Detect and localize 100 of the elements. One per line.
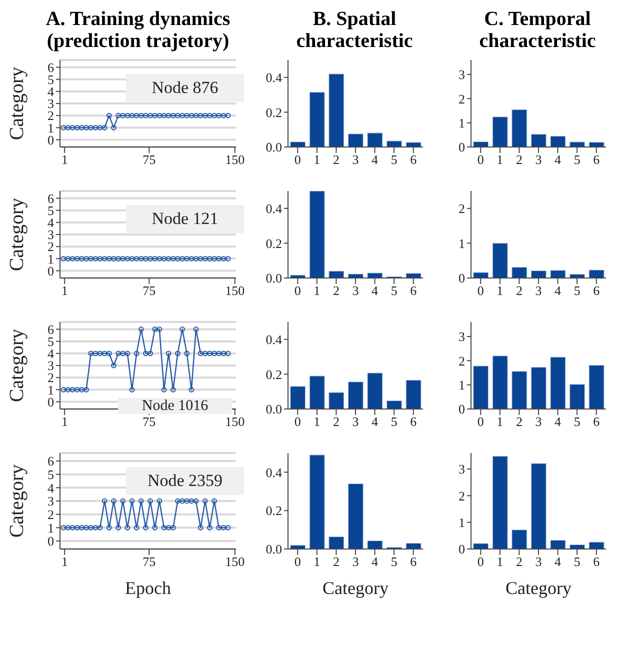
point bbox=[175, 350, 180, 356]
bar bbox=[473, 272, 489, 278]
x-tick-label: 1 bbox=[61, 554, 68, 570]
x-tick-label: 4 bbox=[372, 414, 379, 430]
x-tick-label: 0 bbox=[477, 414, 484, 430]
bar bbox=[492, 356, 508, 409]
x-tick-label: 5 bbox=[574, 283, 580, 298]
x-tick-label: 3 bbox=[535, 152, 542, 168]
point bbox=[180, 326, 185, 332]
bar bbox=[309, 92, 325, 147]
bar bbox=[512, 530, 528, 549]
y-tick-label: 6 bbox=[48, 454, 54, 469]
x-tick-label: 3 bbox=[535, 283, 542, 298]
point bbox=[74, 386, 80, 392]
chart-title: B. Spatial characteristic bbox=[295, 8, 414, 52]
chart-title: C. Temporal characteristic bbox=[478, 8, 597, 52]
bar bbox=[588, 270, 604, 278]
y-tick-label: 0 bbox=[48, 534, 54, 549]
bar bbox=[512, 109, 528, 147]
bar bbox=[309, 191, 325, 278]
x-tick-label: 3 bbox=[535, 554, 542, 570]
x-tick-label: 6 bbox=[410, 414, 418, 430]
x-tick-label: 1 bbox=[314, 554, 320, 570]
bar bbox=[473, 366, 489, 409]
bar bbox=[309, 454, 325, 549]
y-tick-label: 1 bbox=[458, 115, 465, 130]
y-tick-label: 0.4 bbox=[266, 464, 282, 480]
bar bbox=[290, 141, 306, 147]
x-tick-label: 2 bbox=[516, 283, 522, 298]
x-tick-label: 3 bbox=[352, 554, 359, 570]
bar bbox=[328, 74, 344, 147]
x-tick-label: 1 bbox=[61, 152, 68, 168]
bar bbox=[530, 463, 546, 549]
point bbox=[207, 350, 212, 356]
point bbox=[92, 350, 98, 356]
y-tick-label: 0 bbox=[458, 402, 465, 417]
point bbox=[156, 326, 162, 332]
y-tick-label: 2 bbox=[48, 506, 54, 522]
point bbox=[124, 350, 130, 356]
x-tick-label: 3 bbox=[352, 283, 359, 298]
bar bbox=[348, 274, 364, 278]
bar bbox=[348, 133, 364, 147]
bar bbox=[473, 543, 489, 549]
bar bbox=[348, 382, 364, 409]
y-tick-label: 0.2 bbox=[266, 366, 282, 382]
x-tick-label: 5 bbox=[390, 554, 398, 570]
x-tick-label: 150 bbox=[225, 152, 245, 168]
x-tick-label: 6 bbox=[410, 152, 418, 168]
y-tick-label: 0.0 bbox=[266, 140, 282, 155]
bar bbox=[367, 372, 383, 409]
bar bbox=[512, 266, 528, 278]
x-tick-label: 2 bbox=[332, 414, 340, 430]
bar bbox=[386, 140, 402, 147]
point bbox=[111, 362, 116, 368]
x-tick-label: 1 bbox=[61, 283, 68, 298]
y-tick-label: 3 bbox=[458, 329, 465, 344]
y-tick-label: 1 bbox=[48, 520, 54, 536]
y-tick-label: 2 bbox=[458, 91, 465, 106]
x-tick-label: 1 bbox=[496, 152, 504, 168]
x-tick-label: 4 bbox=[554, 414, 562, 430]
bar bbox=[588, 364, 604, 409]
point bbox=[152, 326, 158, 332]
x-tick-label: 150 bbox=[225, 554, 245, 570]
bar bbox=[550, 136, 566, 147]
y-tick-label: 1 bbox=[458, 377, 465, 392]
x-tick-label: 75 bbox=[142, 554, 156, 570]
point bbox=[170, 386, 176, 392]
point bbox=[106, 350, 112, 356]
x-axis-title: Category bbox=[322, 578, 388, 598]
bar bbox=[550, 356, 566, 409]
y-tick-label: 0 bbox=[458, 542, 465, 557]
point bbox=[120, 350, 126, 356]
x-tick-label: 2 bbox=[516, 152, 522, 168]
point bbox=[184, 350, 190, 356]
x-tick-label: 4 bbox=[554, 554, 562, 570]
x-tick-label: 0 bbox=[294, 152, 301, 168]
bar bbox=[406, 273, 422, 278]
y-tick-label: 0.4 bbox=[266, 332, 282, 348]
bar bbox=[569, 142, 586, 147]
x-axis-title: Category bbox=[506, 578, 572, 598]
x-tick-label: 0 bbox=[477, 152, 484, 168]
x-tick-label: 6 bbox=[593, 554, 600, 570]
point bbox=[202, 350, 208, 356]
point bbox=[143, 350, 148, 356]
y-tick-label: 3 bbox=[458, 67, 465, 82]
x-tick-label: 2 bbox=[516, 554, 522, 570]
x-tick-label: 1 bbox=[61, 414, 68, 430]
bar bbox=[367, 132, 383, 147]
y-tick-label: 0 bbox=[458, 140, 465, 155]
point bbox=[225, 350, 231, 356]
point bbox=[79, 386, 84, 392]
point bbox=[148, 350, 153, 356]
bar bbox=[550, 540, 566, 549]
y-tick-label: 0.2 bbox=[266, 236, 282, 251]
x-tick-label: 4 bbox=[554, 152, 562, 168]
x-tick-label: 6 bbox=[593, 152, 600, 168]
x-tick-label: 4 bbox=[372, 554, 379, 570]
bar bbox=[290, 274, 306, 278]
y-axis-title: Category bbox=[6, 328, 28, 402]
point bbox=[60, 386, 66, 392]
